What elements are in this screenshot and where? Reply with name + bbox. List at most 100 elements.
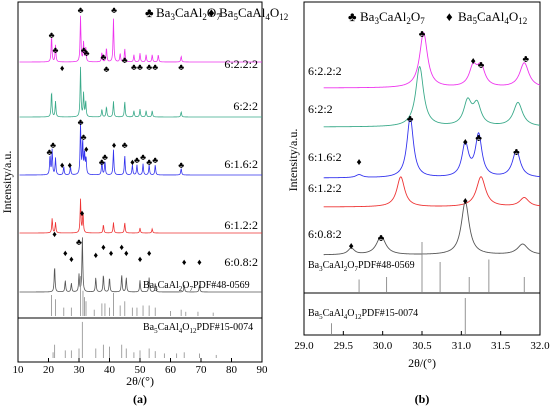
- panel-a-reference-lines: [51, 276, 217, 358]
- panel-a-club-marker: ♣: [53, 45, 59, 55]
- panel-a-tick-label: 60: [165, 364, 177, 376]
- panel-a-club-marker: ♣: [84, 48, 90, 58]
- panel-a-club-marker: ♣: [122, 55, 128, 65]
- panel-a-diamond-marker: ♦: [182, 257, 187, 267]
- panel-a-diamond-marker: ♦: [52, 229, 57, 239]
- panel-a-diamond-marker: ♦: [68, 160, 73, 170]
- panel-b-diamond-marker: ♦: [463, 196, 468, 207]
- panel-a-tick-label: 10: [13, 364, 25, 376]
- panel-a-series-6:0.8:2: [19, 237, 262, 293]
- panel-b-club-marker: ♣: [378, 233, 385, 244]
- panel-a-club-marker: ♣: [76, 237, 82, 247]
- panel-a-ref-label: Ba5CaAl4O12PDF#15-0074: [143, 322, 253, 335]
- panel-a-diamond-marker: ♦: [101, 242, 106, 252]
- panel-a-diamond-marker: ♦: [109, 248, 114, 258]
- panel-b-diamond-marker: ♦: [357, 157, 362, 168]
- panel-a-club-marker: ♣: [81, 45, 87, 55]
- panel-b-peak-markers: ♣♦ ♣♣♦♣♦ ♣♣♦♣♦: [349, 29, 530, 252]
- panel-b-diamond-marker: ♦: [349, 241, 354, 252]
- panel-a-club-marker: ♣: [78, 5, 84, 15]
- panel-b-series-label: 6:1.6:2: [308, 150, 342, 164]
- panel-b-tick-label: 30.5: [412, 340, 432, 352]
- panel-b-series-label: 6:1.2:2: [308, 181, 342, 195]
- panel-a-diamond-marker: ♦: [80, 208, 85, 218]
- panel-b-series-label: 6:0.8:2: [308, 227, 342, 241]
- panel-a-club-marker: ♣: [131, 62, 137, 72]
- panel-a-series-6:1.6:2: [19, 122, 262, 176]
- panel-a-diamond-marker: ♦: [147, 248, 152, 258]
- panel-a-club-marker: ♣: [99, 157, 105, 167]
- panel-a-diamond-marker: ♦: [93, 250, 98, 260]
- panel-a-tick-label: 30: [74, 364, 86, 376]
- panel-b: 29.0 29.5 30.0 30.5 31.0 31.5 32.0 ♣♦ ♣♣♦♣♦ ♣♣♦♣…: [286, 1, 550, 406]
- panel-a-series-label: 6:1.2:2: [224, 218, 258, 232]
- panel-a-tick-label: 40: [104, 364, 116, 376]
- panel-b-series-6:1.6:2: [323, 116, 541, 179]
- panel-b-label: (b): [415, 392, 430, 406]
- panel-a-diamond-marker: ♦: [69, 254, 74, 264]
- panel-a-club-marker: ♣: [50, 140, 56, 150]
- panel-b-ref-label: Ba5CaAl4O12PDF#15-0074: [308, 308, 418, 321]
- panel-b-series-labels: 6:2.2:2 6:2:2 6:1.6:2 6:1.2:2 6:0.8:2: [308, 64, 342, 241]
- panel-b-club-marker: ♣: [407, 114, 414, 125]
- panel-a-club-marker: ♣: [78, 117, 84, 127]
- panel-b-reference-lines: [331, 242, 525, 334]
- panel-a-club-marker: ♣: [103, 64, 109, 74]
- panel-b-tick-label: 30.0: [373, 340, 393, 352]
- panel-a-legend-label: Ba3CaAl2O7: [156, 5, 221, 22]
- panel-a-tick-label: 20: [43, 364, 55, 376]
- panel-a-ref-label: Ba3CaAl2O7PDF#48-0569: [143, 280, 250, 293]
- panel-b-legend-label: Ba5CaAl4O12: [458, 9, 527, 26]
- panel-b-legend: ♣ Ba3CaAl2O7 ♦ Ba5CaAl4O12: [348, 9, 527, 26]
- panel-a-reference-labels: Ba3CaAl2O7PDF#48-0569 Ba5CaAl4O12PDF#15-0…: [143, 280, 253, 335]
- panel-a-club-marker: ♣: [140, 152, 146, 162]
- panel-a-club-marker: ♣: [146, 157, 152, 167]
- panel-a-diamond-marker: ♦: [130, 157, 135, 167]
- panel-a-diamond-marker: ♦: [84, 144, 89, 154]
- panel-a-label: (a): [133, 392, 147, 406]
- panel-a-club-marker: ♣: [134, 155, 140, 165]
- panel-a-xlabel: 2θ/(°): [126, 374, 154, 388]
- panel-a-diamond-marker: ♦: [112, 140, 117, 150]
- panel-b-series-6:1.2:2: [323, 176, 541, 208]
- panel-a-diamond-marker: ♦: [63, 248, 68, 258]
- panel-a-tick-label: 80: [226, 364, 238, 376]
- panel-a-diamond-marker: ♦: [60, 160, 65, 170]
- panel-a-diamond-marker: ♦: [119, 242, 124, 252]
- panel-a-club-marker: ♣: [100, 52, 106, 62]
- panel-b-club-marker: ♣: [523, 54, 530, 65]
- panel-b-series-6:2:2: [323, 66, 541, 128]
- panel-a-series-label: 6:2.2:2: [224, 57, 258, 71]
- panel-b-curves: [323, 32, 541, 256]
- panel-a-legend-label: Ba5CaAl4O12: [219, 5, 288, 22]
- panel-b-xlabel: 2θ/(°): [408, 356, 436, 370]
- panel-a-series-label: 6:0.8:2: [224, 255, 258, 269]
- panel-a-club-marker: ♣: [152, 155, 158, 165]
- panel-b-club-marker: ♣: [419, 29, 426, 40]
- panel-b-diamond-marker: ♦: [463, 137, 468, 148]
- panel-b-club-marker: ♣: [475, 133, 482, 144]
- panel-a-club-marker: ♣: [178, 160, 184, 170]
- panel-b-series-6:0.8:2: [323, 201, 541, 256]
- panel-b-diamond-marker: ♦: [471, 56, 476, 67]
- panel-a-series-6:2.2:2: [19, 15, 262, 63]
- panel-a-tick-label: 70: [196, 364, 208, 376]
- panel-b-club-marker: ♣: [513, 147, 520, 158]
- panel-a-series-labels: 6:2.2:2 6:2:2 6:1.6:2 6:1.2:2 6:0.8:2: [224, 57, 258, 269]
- panel-a-legend: ♣ Ba3CaAl2O7♦ Ba5CaAl4O12: [145, 5, 288, 22]
- panel-a-curves: [19, 15, 262, 293]
- panel-a-diamond-marker: ♦: [60, 63, 65, 73]
- panel-b-legend-club-icon: ♣: [348, 9, 357, 24]
- panel-a-diamond-marker: ♦: [138, 254, 143, 264]
- panel-a-club-marker: ♣: [111, 5, 117, 15]
- panel-b-ref-label: Ba3CaAl2O7PDF#48-0569: [308, 260, 415, 273]
- panel-a: 10 20 30 40 50 60 70 80 90 ♣♣♣♣♣ ♣♣♣♣♣ ♣ ♣ ♣ ♣♦♣♣♦ ♦♣♣…: [0, 1, 288, 406]
- panel-b-tick-label: 31.5: [491, 340, 511, 352]
- panel-b-ylabel: Intensity/a.u.: [286, 129, 300, 192]
- panel-a-x-ticks: 10 20 30 40 50 60 70 80 90: [13, 358, 268, 376]
- panel-b-tick-label: 31.0: [452, 340, 472, 352]
- panel-a-club-marker: ♣: [137, 62, 143, 72]
- panel-a-series-6:2:2: [19, 66, 262, 118]
- panel-a-club-marker: ♣: [46, 147, 52, 157]
